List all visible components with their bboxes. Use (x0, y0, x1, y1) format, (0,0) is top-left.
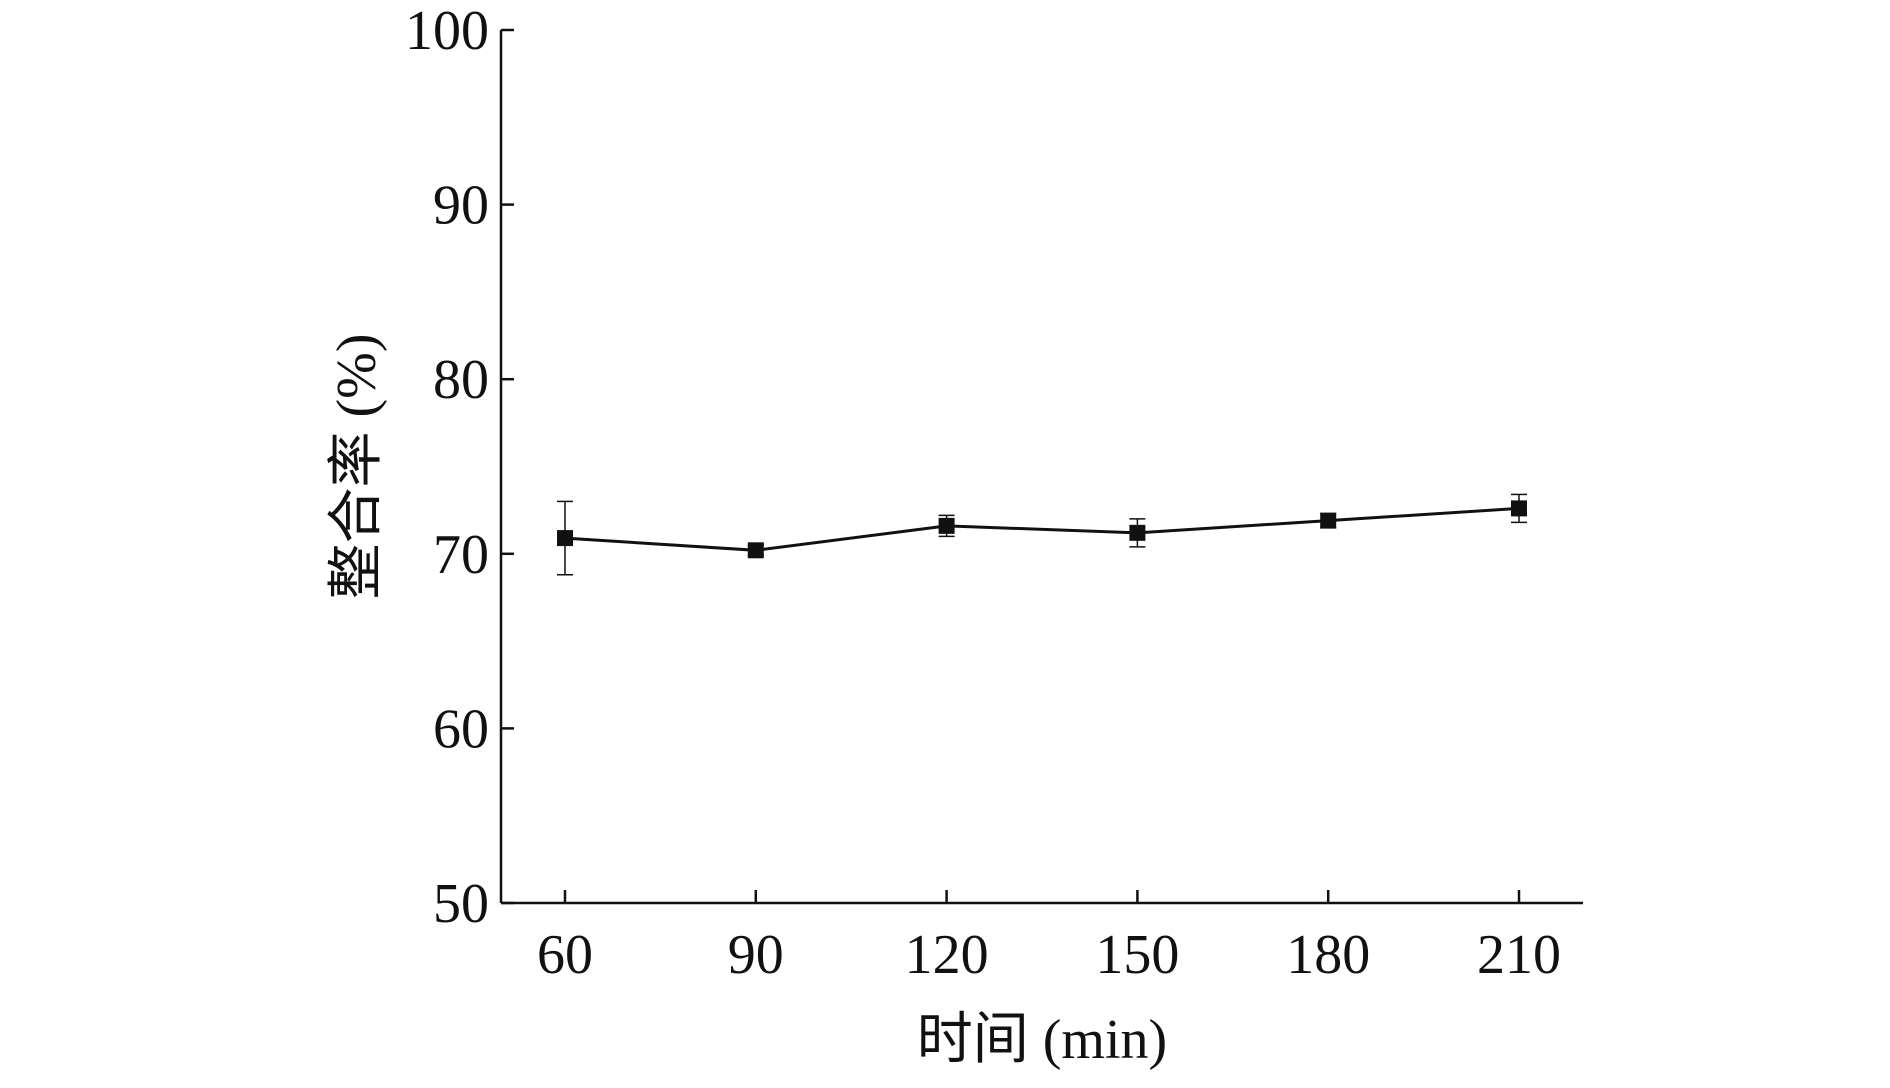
series-line (564, 506, 1520, 552)
data-point (1129, 524, 1146, 541)
data-point (747, 542, 764, 559)
plot-layer (557, 493, 1527, 576)
data-point (557, 530, 573, 547)
x-tick-label: 120 (905, 924, 989, 986)
x-axis-title: 时间 (min) (917, 1009, 1167, 1071)
data-point (938, 517, 955, 534)
y-tick-label: 80 (433, 349, 489, 411)
x-tick-label: 180 (1286, 924, 1370, 986)
y-axis-title: 整合率 (%) (326, 334, 388, 600)
x-tick-label: 150 (1095, 924, 1179, 986)
y-tick-label: 100 (405, 0, 489, 62)
data-point (1511, 500, 1527, 517)
y-tick-label: 90 (433, 175, 489, 237)
y-ticks: 50 60 70 80 90 100 (405, 0, 514, 935)
y-tick-label: 70 (433, 524, 489, 586)
data-point (1320, 512, 1337, 529)
x-tick-label: 60 (537, 924, 593, 986)
x-tick-label: 90 (728, 924, 784, 986)
y-tick-label: 50 (433, 873, 489, 935)
y-tick-label: 60 (433, 698, 489, 760)
x-ticks: 60 90 120 150 180 210 (537, 890, 1561, 986)
x-tick-label: 210 (1477, 924, 1561, 986)
